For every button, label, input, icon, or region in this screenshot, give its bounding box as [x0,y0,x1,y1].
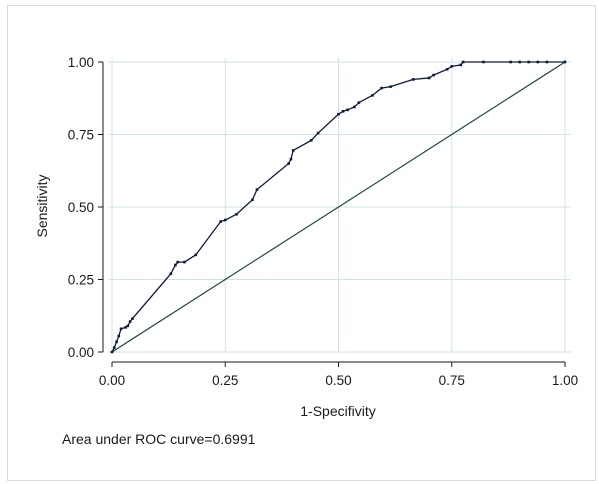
roc-point [117,334,121,338]
roc-point [527,60,531,64]
reference-line-layer [111,61,566,353]
roc-point [194,253,198,257]
roc-point [112,346,116,349]
roc-point [337,112,340,116]
roc-point [450,65,454,68]
x-tick-label: 0.25 [212,373,238,388]
roc-point [509,60,512,64]
roc-point [482,60,485,64]
roc-point [310,139,313,142]
chart-frame [7,5,596,481]
labels: 1-Specifivity Sensitivity Area under ROC… [34,174,376,447]
y-axis-title: Sensitivity [34,174,50,237]
roc-point [459,63,463,67]
roc-point [219,220,223,223]
roc-point [223,218,227,222]
roc-point [445,67,449,71]
roc-point [287,162,290,165]
roc-curve-layer [110,60,567,354]
grid [108,58,571,353]
reference-line [111,61,566,353]
roc-point [380,86,383,90]
y-tick-label: 1.00 [68,55,94,70]
x-tick-label: 0.75 [439,373,465,388]
roc-point [176,260,179,264]
y-tick-label: 0.75 [68,128,94,143]
roc-curve [111,61,565,353]
roc-point [255,188,259,191]
roc-point [126,324,130,328]
roc-point [411,78,415,81]
roc-point [174,263,177,267]
y-tick-label: 0.50 [68,200,94,215]
roc-point [518,60,521,64]
x-tick-label: 1.00 [552,373,578,388]
x-axis-title: 1-Specifivity [300,403,375,419]
roc-point [169,272,173,275]
auc-annotation: Area under ROC curve=0.6991 [62,431,256,447]
roc-point [115,340,118,344]
roc-point [371,94,374,97]
roc-point [316,131,320,135]
x-tick-label: 0.00 [99,373,125,388]
y-tick-label: 0.25 [68,273,94,288]
roc-point [251,198,254,202]
roc-point [563,60,567,64]
axes: 0.00 0.25 0.50 0.75 1.00 0.00 0.25 0.50 0.75 1.00 [68,55,578,388]
roc-point [291,149,295,152]
roc-point [131,317,134,320]
roc-point [128,320,132,323]
roc-point [183,260,186,264]
roc-point [427,76,431,80]
roc-point [353,105,356,109]
roc-point [545,60,549,64]
roc-point [124,326,127,329]
y-tick-label: 0.00 [68,345,94,360]
roc-point [341,110,345,113]
roc-point [119,327,123,331]
roc-point [289,157,293,161]
roc-point [389,85,392,88]
roc-point [346,108,349,112]
roc-point [432,73,435,77]
roc-point [461,60,465,64]
roc-point [110,350,114,354]
x-tick-label: 0.50 [325,373,351,388]
roc-point [235,212,238,216]
roc-point [357,101,361,104]
roc-point [536,60,540,64]
